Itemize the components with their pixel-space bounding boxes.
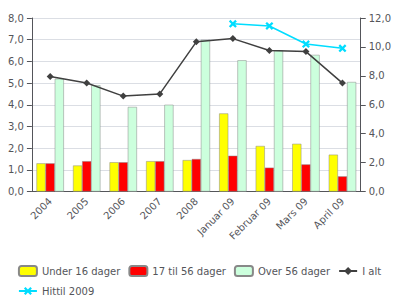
svg-text:0,0: 0,0 (369, 186, 385, 197)
svg-text:1,0: 1,0 (8, 164, 24, 175)
svg-text:Februar 09: Februar 09 (227, 196, 273, 242)
svg-text:17 til 56 dager: 17 til 56 dager (152, 266, 226, 277)
svg-text:8,0: 8,0 (369, 70, 385, 81)
svg-text:0,0: 0,0 (8, 186, 24, 197)
svg-text:12,0: 12,0 (369, 13, 391, 24)
svg-text:I alt: I alt (362, 266, 381, 277)
svg-text:7,0: 7,0 (8, 34, 24, 45)
svg-text:Januar 09: Januar 09 (195, 195, 237, 238)
svg-text:3,0: 3,0 (8, 121, 24, 132)
svg-text:2004: 2004 (28, 196, 54, 222)
svg-text:4,0: 4,0 (369, 128, 385, 139)
svg-text:2006: 2006 (101, 196, 127, 222)
svg-text:Hittil 2009: Hittil 2009 (42, 286, 94, 297)
svg-text:April 09: April 09 (311, 196, 346, 231)
svg-text:2005: 2005 (65, 196, 91, 222)
svg-text:2,0: 2,0 (369, 157, 385, 168)
svg-text:Under 16 dager: Under 16 dager (42, 266, 121, 277)
svg-text:5,0: 5,0 (8, 78, 24, 89)
svg-text:Mars 09: Mars 09 (274, 196, 310, 232)
svg-text:10,0: 10,0 (369, 41, 391, 52)
svg-text:Over 56 dager: Over 56 dager (258, 266, 331, 277)
svg-text:6,0: 6,0 (8, 56, 24, 67)
svg-text:2,0: 2,0 (8, 143, 24, 154)
svg-text:2007: 2007 (138, 196, 164, 222)
svg-text:2008: 2008 (174, 196, 200, 222)
svg-text:4,0: 4,0 (8, 99, 24, 110)
svg-text:6,0: 6,0 (369, 99, 385, 110)
svg-text:8,0: 8,0 (8, 13, 24, 24)
